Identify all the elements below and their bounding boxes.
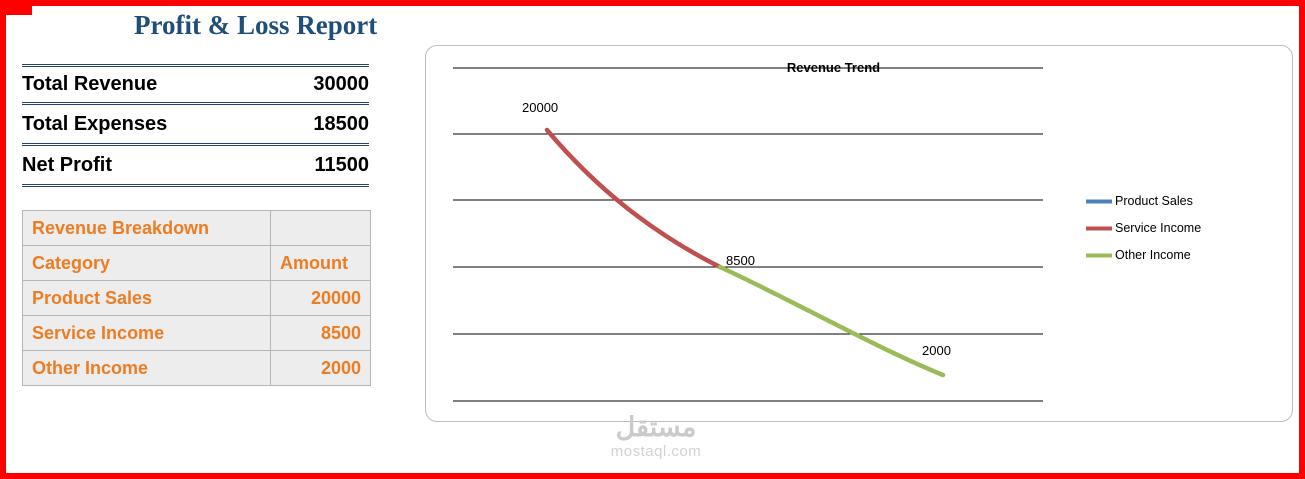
series-line-other-income: [717, 264, 946, 378]
data-label-other-income: 2000: [922, 343, 951, 358]
breakdown-row: Other Income 2000: [22, 350, 371, 386]
breakdown-amount: 8500: [270, 315, 371, 351]
legend-swatch: [1086, 226, 1112, 230]
summary-value: 30000: [313, 73, 369, 95]
breakdown-row: Service Income 8500: [22, 315, 371, 351]
chart-plot-area: [453, 67, 1043, 402]
data-label-service-income: 8500: [726, 253, 755, 268]
breakdown-amount: 20000: [270, 280, 371, 316]
breakdown-empty-cell: [270, 210, 371, 246]
summary-label: Net Profit: [22, 153, 112, 176]
summary-label: Total Revenue: [22, 73, 158, 95]
legend-item-product-sales: Product Sales: [1086, 194, 1201, 208]
breakdown-header-row: Category Amount: [22, 245, 371, 281]
legend-label: Service Income: [1115, 221, 1202, 235]
breakdown-category: Other Income: [22, 350, 271, 386]
legend-swatch: [1086, 199, 1112, 203]
legend-item-service-income: Service Income: [1086, 221, 1201, 235]
breakdown-header-amount: Amount: [270, 245, 371, 281]
page-title: Profit & Loss Report: [134, 10, 378, 40]
breakdown-header-category: Category: [22, 245, 271, 281]
summary-row: Net Profit 11500: [22, 146, 369, 187]
summary-value: 18500: [313, 112, 369, 135]
summary-table: Total Revenue 30000 Total Expenses 18500…: [22, 64, 369, 187]
breakdown-table: Revenue Breakdown Category Amount Produc…: [22, 210, 371, 386]
breakdown-row: Product Sales 20000: [22, 280, 371, 316]
summary-value: 11500: [314, 153, 369, 176]
watermark-domain-text: mostaql.com: [610, 443, 702, 461]
breakdown-title-cell: Revenue Breakdown: [22, 210, 271, 246]
summary-row: Total Revenue 30000: [22, 64, 369, 105]
summary-label: Total Expenses: [22, 112, 168, 135]
watermark: مستقل mostaql.com: [551, 412, 761, 460]
data-label-product-sales: 20000: [522, 100, 559, 115]
revenue-trend-chart: Revenue Trend 20000 8500 2000 Product Sa…: [425, 45, 1293, 422]
breakdown-amount: 2000: [270, 350, 371, 386]
legend-label: Other Income: [1115, 248, 1191, 262]
legend-item-other-income: Other Income: [1086, 248, 1201, 262]
breakdown-category: Product Sales: [22, 280, 271, 316]
chart-legend: Product Sales Service Income Other Incom…: [1086, 194, 1201, 262]
legend-swatch: [1086, 253, 1112, 257]
breakdown-category: Service Income: [22, 315, 271, 351]
corner-accent: [6, 6, 32, 15]
breakdown-title-row: Revenue Breakdown: [22, 210, 371, 246]
chart-gridlines: [453, 67, 1043, 402]
watermark-arabic-text: مستقل: [615, 412, 697, 442]
series-line-service-income: [544, 127, 723, 270]
summary-row: Total Expenses 18500: [22, 105, 369, 146]
legend-label: Product Sales: [1115, 194, 1193, 208]
